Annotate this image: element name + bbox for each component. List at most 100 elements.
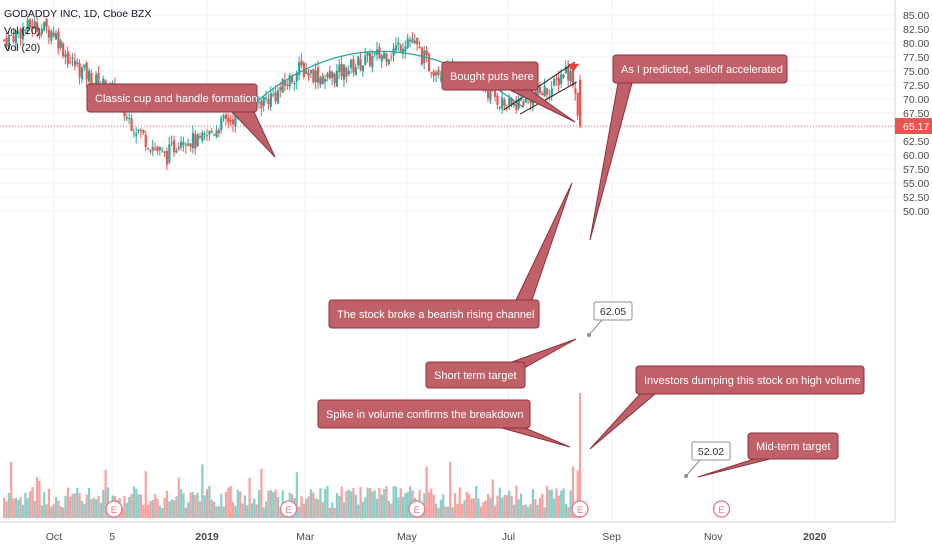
candle-body [43, 21, 46, 31]
volume-bar [12, 498, 15, 518]
price-tick-label: 80.00 [903, 38, 929, 50]
candle-body [154, 148, 157, 150]
volume-bar [5, 501, 8, 518]
candle-body [33, 21, 36, 29]
candle-body [281, 78, 284, 93]
candle-body [135, 133, 138, 136]
callout: Short term target [425, 338, 577, 389]
volume-bar [453, 493, 457, 518]
volume-bar [243, 495, 246, 518]
candle-body [130, 118, 133, 132]
volume-bar [553, 498, 556, 518]
candle-body [416, 37, 419, 45]
volume-bar [449, 461, 452, 518]
volume-bar [444, 506, 447, 518]
candle-body [62, 43, 65, 57]
price-tick-label: 75.00 [903, 66, 929, 78]
candle-body [411, 38, 414, 44]
volume-bar [505, 495, 509, 518]
candle-body [215, 130, 218, 138]
candle-body [397, 42, 400, 45]
volume-bar [66, 487, 69, 518]
callout: Investors dumping this stock on high vol… [589, 365, 865, 450]
volume-bar [456, 503, 459, 518]
volume-bar [347, 489, 350, 518]
candle-body [19, 28, 22, 39]
candle-body [331, 71, 334, 78]
candle-body [170, 142, 173, 144]
candle-body [137, 129, 140, 132]
callout-text: Mid-term target [756, 441, 831, 453]
candle-body [283, 80, 287, 86]
volume-bar [567, 507, 570, 518]
candle-body [184, 144, 187, 146]
candle-body [224, 114, 228, 119]
volume-bar [168, 501, 171, 518]
volume-bar [534, 499, 537, 518]
candle-body [378, 47, 381, 59]
volume-bar [482, 502, 485, 518]
callout-box [635, 365, 865, 395]
candle-body [149, 150, 152, 152]
candle-body [198, 135, 202, 138]
volume-bar [90, 498, 93, 518]
volume-bar [144, 471, 147, 518]
price-tick-label: 52.50 [903, 192, 929, 204]
callout: Bought puts here [441, 61, 576, 123]
volume-bar [85, 494, 88, 518]
time-tick-label: 2020 [803, 531, 827, 543]
volume-bar [47, 489, 51, 518]
volume-bar [19, 497, 22, 518]
callout-box [86, 83, 258, 113]
callout-pointer [589, 82, 633, 241]
callout-box [441, 61, 539, 91]
candle-body [571, 69, 575, 86]
volume-bar [366, 487, 369, 518]
candle-body [269, 93, 272, 107]
volume-bar [276, 497, 280, 518]
volume-bar [406, 492, 409, 518]
candle-body [102, 78, 105, 84]
volume-bar [560, 490, 563, 518]
candle-body [519, 99, 523, 101]
volume-bar [491, 479, 494, 518]
price-tick-label: 85.00 [903, 10, 929, 22]
volume-bar [510, 496, 513, 518]
volume-bar [220, 493, 223, 518]
callout-pointer [230, 111, 276, 158]
candle-body [298, 62, 301, 76]
target-price-label: 52.02 [698, 446, 724, 458]
candle-body [496, 95, 499, 105]
candle-body [73, 60, 77, 66]
volume-bar [446, 506, 450, 518]
candle-body [545, 88, 549, 95]
candle-body [300, 60, 303, 66]
volume-bar [527, 506, 530, 518]
volume-bar [215, 506, 218, 518]
candle-body [142, 129, 145, 134]
volume-bar [172, 500, 176, 518]
candle-body [432, 71, 435, 76]
volume-bar [62, 507, 65, 518]
volume-bar [189, 492, 192, 518]
candle-body [409, 39, 412, 42]
candle-body [196, 134, 199, 146]
volume-bar [385, 486, 388, 518]
candle-body [534, 90, 537, 95]
volume-bar [494, 506, 497, 518]
candle-body [45, 19, 48, 27]
candle-body [24, 29, 27, 32]
volume-bar [274, 489, 277, 518]
price-tick-label: 70.00 [903, 94, 929, 106]
callout: As I predicted, selloff accelerated [589, 54, 788, 241]
candle-body [439, 78, 442, 80]
candle-body [430, 72, 433, 74]
volume-bar [496, 495, 499, 518]
candle-body [274, 92, 277, 102]
volume-bar [569, 490, 572, 518]
volume-bar [378, 487, 381, 518]
volume-bar [300, 496, 303, 518]
candle-body [328, 70, 331, 79]
volume-bar [213, 501, 216, 518]
